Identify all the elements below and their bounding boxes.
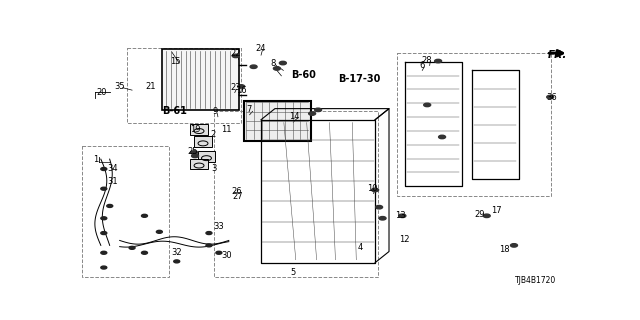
Text: 16: 16 (236, 86, 247, 95)
Text: 6: 6 (420, 61, 425, 70)
Bar (83, 146, 169, 277)
Circle shape (156, 230, 163, 233)
Text: 8: 8 (271, 59, 276, 68)
Circle shape (101, 266, 107, 269)
Circle shape (250, 65, 257, 68)
Text: B-61: B-61 (162, 106, 187, 116)
Circle shape (101, 232, 107, 235)
Text: 30: 30 (221, 251, 232, 260)
Circle shape (101, 217, 107, 220)
Text: 15: 15 (170, 57, 180, 66)
Text: 27: 27 (232, 192, 243, 201)
Bar (198, 151, 216, 162)
Text: 13: 13 (395, 211, 405, 220)
Text: B-60: B-60 (291, 70, 316, 80)
Bar (397, 53, 551, 196)
Circle shape (141, 251, 147, 254)
Text: 34: 34 (107, 164, 118, 173)
Text: FR.: FR. (548, 50, 567, 60)
Circle shape (511, 244, 518, 247)
Bar (194, 136, 212, 147)
Circle shape (101, 187, 107, 190)
Text: 11: 11 (221, 124, 232, 133)
Text: 4: 4 (358, 243, 363, 252)
Circle shape (206, 232, 212, 235)
Circle shape (107, 204, 113, 207)
Circle shape (435, 59, 442, 63)
Text: 5: 5 (291, 268, 296, 277)
Text: 1: 1 (93, 155, 99, 164)
Text: 9: 9 (212, 107, 218, 116)
Text: 20: 20 (97, 88, 107, 97)
Text: 32: 32 (172, 248, 182, 257)
Bar (127, 48, 241, 124)
Circle shape (399, 214, 406, 218)
Text: 7: 7 (246, 105, 252, 114)
Text: 18: 18 (499, 245, 509, 254)
Bar (190, 159, 208, 170)
Text: 3: 3 (211, 164, 216, 173)
Text: B-17-30: B-17-30 (338, 74, 380, 84)
Bar (244, 101, 310, 141)
Circle shape (376, 205, 383, 209)
Text: 25: 25 (188, 147, 198, 156)
Circle shape (483, 214, 490, 218)
Text: 2: 2 (211, 130, 216, 139)
Circle shape (315, 108, 321, 112)
Text: 26: 26 (231, 187, 241, 196)
Text: 22: 22 (230, 49, 241, 58)
Text: 10: 10 (367, 184, 378, 193)
Circle shape (191, 151, 198, 154)
Circle shape (206, 244, 212, 247)
Circle shape (191, 154, 198, 158)
Circle shape (232, 54, 239, 58)
Circle shape (237, 85, 244, 88)
Text: 17: 17 (492, 206, 502, 215)
Circle shape (547, 95, 554, 99)
Circle shape (216, 251, 222, 254)
Circle shape (173, 260, 180, 263)
Circle shape (308, 112, 316, 115)
Text: 36: 36 (546, 92, 557, 101)
Circle shape (424, 103, 431, 107)
Circle shape (141, 214, 147, 217)
Text: TJB4B1720: TJB4B1720 (515, 276, 556, 285)
Circle shape (379, 217, 386, 220)
Text: 19: 19 (190, 124, 201, 133)
Text: 35: 35 (115, 82, 125, 91)
Circle shape (372, 188, 379, 192)
Circle shape (273, 67, 280, 70)
Bar (162, 50, 239, 110)
Circle shape (101, 167, 107, 171)
Circle shape (101, 251, 107, 254)
Text: 28: 28 (422, 56, 433, 65)
Circle shape (129, 246, 135, 249)
Text: 12: 12 (399, 235, 409, 244)
Text: 31: 31 (107, 177, 118, 186)
Text: 29: 29 (474, 210, 484, 219)
Text: 24: 24 (256, 44, 266, 53)
Circle shape (438, 135, 445, 139)
Text: 23: 23 (230, 83, 241, 92)
Circle shape (280, 61, 286, 65)
Text: 21: 21 (146, 82, 156, 91)
Text: 14: 14 (289, 112, 300, 121)
Text: 33: 33 (214, 222, 224, 231)
Bar (190, 124, 208, 135)
Bar (214, 111, 378, 277)
